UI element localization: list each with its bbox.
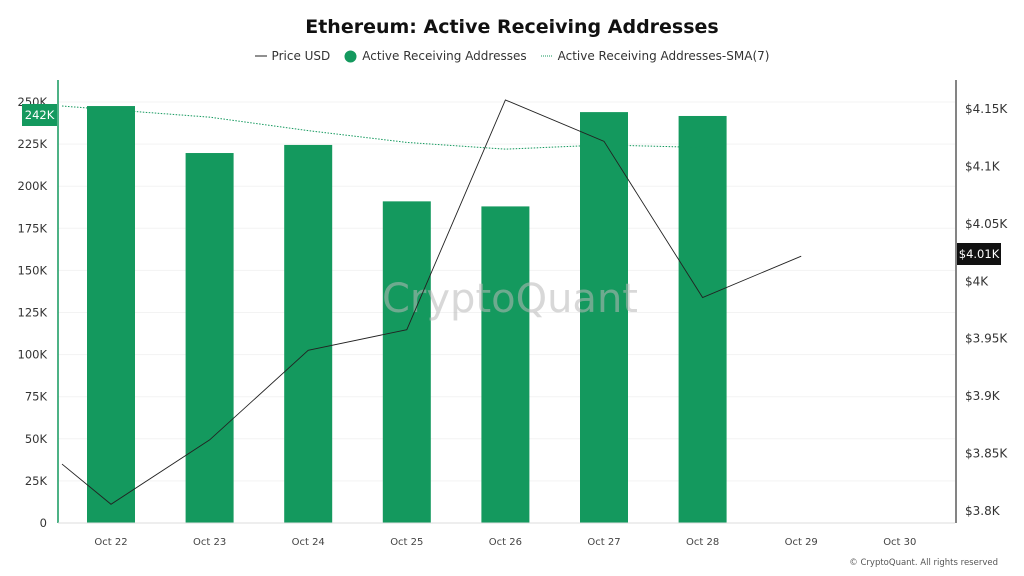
legend: Price USD Active Receiving Addresses Act… — [0, 49, 1024, 63]
bar — [284, 144, 333, 523]
left-tick-label: 125K — [18, 306, 48, 320]
right-marker-box — [957, 243, 1001, 265]
right-tick-label: $3.95K — [965, 332, 1008, 346]
bar — [87, 106, 135, 524]
bar — [678, 115, 727, 523]
x-tick-label: Oct 25 — [390, 537, 423, 548]
bar — [580, 112, 628, 523]
chart-title: Ethereum: Active Receiving Addresses — [305, 16, 719, 38]
copyright: © CryptoQuant. All rights reserved — [849, 558, 998, 568]
left-tick-label: 200K — [18, 179, 48, 193]
x-tick-label: Oct 22 — [94, 537, 127, 548]
legend-label: Active Receiving Addresses-SMA(7) — [557, 49, 770, 63]
x-tick-label: Oct 23 — [193, 537, 226, 548]
left-tick-label: 150K — [18, 263, 48, 277]
right-tick-label: $4.05K — [965, 217, 1008, 231]
bar — [382, 201, 431, 523]
legend-item-sma[interactable]: Active Receiving Addresses-SMA(7) — [540, 49, 770, 63]
x-tick-label: Oct 30 — [883, 537, 916, 548]
left-tick-label: 225K — [18, 137, 48, 151]
legend-label: Active Receiving Addresses — [362, 49, 527, 63]
sma-line — [61, 105, 710, 150]
x-tick-label: Oct 27 — [587, 537, 620, 548]
left-tick-label: 0 — [40, 516, 47, 530]
price-line — [61, 99, 802, 505]
right-tick-label: $4K — [965, 274, 989, 288]
left-tick-label: 25K — [25, 474, 48, 488]
left-tick-label: 75K — [25, 390, 48, 404]
watermark: CryptoQuant — [382, 276, 638, 322]
left-tick-label: 50K — [25, 432, 48, 446]
bar — [481, 206, 530, 523]
left-tick-label: 175K — [18, 221, 48, 235]
left-marker-box — [22, 104, 57, 126]
bar — [185, 153, 234, 523]
right-tick-label: $4.15K — [965, 102, 1008, 116]
left-marker-label: 242K — [25, 108, 55, 122]
right-tick-label: $4.1K — [965, 159, 1001, 173]
right-marker-label: $4.01K — [959, 247, 1000, 261]
left-tick-label: 100K — [18, 348, 48, 362]
right-tick-label: $3.8K — [965, 504, 1001, 518]
right-tick-label: $3.85K — [965, 447, 1008, 461]
x-tick-label: Oct 26 — [489, 537, 522, 548]
legend-label: Price USD — [271, 49, 331, 63]
legend-item-active-addresses[interactable]: Active Receiving Addresses — [344, 49, 527, 63]
right-tick-label: $3.9K — [965, 389, 1001, 403]
legend-item-price[interactable]: Price USD — [254, 49, 331, 63]
x-tick-label: Oct 24 — [292, 537, 325, 548]
x-tick-label: Oct 29 — [785, 537, 818, 548]
x-tick-label: Oct 28 — [686, 537, 719, 548]
